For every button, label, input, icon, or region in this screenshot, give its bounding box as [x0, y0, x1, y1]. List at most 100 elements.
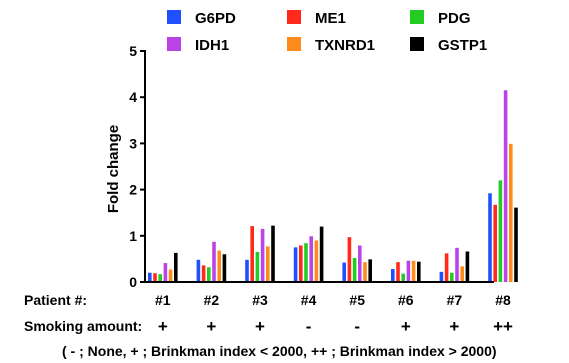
y-tick-label: 4 [129, 89, 137, 105]
bar-pdg [498, 180, 503, 282]
bar-txnrd1 [266, 246, 270, 282]
bar-txnrd1 [460, 266, 464, 282]
bar-gstp1 [222, 254, 227, 282]
x-axis: #1 #2 #3 #4 #5 #6 #7 #8 [144, 281, 511, 308]
legend-label: IDH1 [195, 37, 229, 54]
y-axis: 0 1 2 3 4 5 [129, 43, 146, 290]
bar-txnrd1 [363, 262, 367, 282]
bar-g6pd [488, 193, 492, 282]
y-axis-label: Fold change [105, 125, 122, 213]
bar-g6pd [439, 271, 444, 282]
bar-group [488, 90, 518, 283]
bar-group [439, 247, 470, 282]
bar-series-group [148, 90, 518, 283]
legend-label: ME1 [315, 10, 346, 27]
bar-pdg [450, 272, 454, 282]
bar-gstp1 [319, 226, 324, 282]
bar-txnrd1 [217, 250, 221, 282]
smoking-amount-value: + [158, 317, 168, 336]
bar-g6pd [148, 272, 152, 282]
bar-txnrd1 [509, 143, 513, 282]
smoking-amount-value: + [206, 317, 216, 336]
y-tick-label: 2 [129, 182, 137, 198]
y-tick-label: 5 [129, 43, 137, 59]
bar-g6pd [196, 259, 201, 282]
smoking-amount-value: - [306, 317, 312, 336]
bar-group [391, 260, 421, 282]
legend-swatch [287, 10, 301, 24]
bar-pdg [304, 243, 308, 282]
x-tick-label: #8 [495, 292, 511, 308]
bar-idh1 [163, 263, 168, 282]
y-tick-label: 0 [129, 274, 137, 290]
bar-g6pd [342, 262, 346, 282]
bar-pdg [255, 251, 260, 282]
bar-g6pd [391, 269, 395, 282]
legend-swatch [167, 10, 181, 24]
bar-group [293, 226, 324, 282]
bar-group [196, 241, 227, 282]
bar-me1 [299, 245, 303, 282]
legend-item: GSTP1 [410, 37, 487, 54]
smoking-amount-value: + [449, 317, 459, 336]
patient-row-label: Patient #: [24, 292, 87, 308]
bar-idh1 [503, 90, 508, 283]
x-tick-label: #3 [252, 292, 268, 308]
footnote: ( - ; None, + ; Brinkman index < 2000, +… [62, 343, 497, 359]
legend-label: TXNRD1 [315, 37, 375, 54]
bar-idh1 [309, 236, 313, 282]
bar-me1 [396, 262, 400, 282]
x-tick-label: #7 [447, 292, 463, 308]
bar-pdg [401, 273, 405, 282]
bar-gstp1 [174, 252, 178, 282]
x-tick-label: #6 [398, 292, 414, 308]
bar-pdg [158, 274, 162, 282]
bar-idh1 [455, 247, 459, 282]
legend-swatch [287, 37, 301, 51]
legend-item: TXNRD1 [287, 37, 375, 54]
smoking-amount-value: + [401, 317, 411, 336]
legend-swatch [410, 37, 424, 51]
x-tick-label: #4 [301, 292, 317, 308]
bar-txnrd1 [314, 240, 319, 282]
chart-legend: G6PD ME1 PDG IDH1 TXNRD1 GSTP1 [167, 10, 487, 54]
bar-txnrd1 [168, 269, 173, 282]
bar-idh1 [212, 241, 216, 282]
smoking-row-label: Smoking amount: [24, 318, 142, 334]
smoking-amount-row: + + + - - + + ++ [158, 317, 513, 336]
bar-idh1 [260, 228, 265, 282]
x-tick-label: #5 [349, 292, 365, 308]
bar-g6pd [293, 247, 298, 282]
bar-gstp1 [417, 261, 421, 282]
bar-me1 [153, 273, 157, 282]
bar-txnrd1 [411, 260, 416, 282]
legend-item: ME1 [287, 10, 346, 27]
legend-label: PDG [438, 10, 471, 27]
bar-me1 [493, 204, 497, 282]
bar-gstp1 [271, 225, 275, 282]
legend-label: G6PD [195, 10, 236, 27]
bar-group [342, 237, 372, 282]
bar-idh1 [358, 245, 362, 282]
bar-gstp1 [514, 207, 518, 282]
legend-swatch [410, 10, 424, 24]
smoking-amount-value: ++ [493, 317, 513, 336]
legend-item: PDG [410, 10, 471, 27]
x-tick-label: #1 [155, 292, 171, 308]
y-tick-label: 1 [129, 228, 137, 244]
bar-me1 [347, 237, 352, 282]
bar-group [245, 225, 275, 282]
legend-label: GSTP1 [438, 37, 487, 54]
bar-pdg [207, 267, 211, 282]
y-tick-label: 3 [129, 135, 137, 151]
bar-gstp1 [465, 251, 470, 282]
x-tick-label: #2 [204, 292, 220, 308]
bar-group [148, 252, 178, 282]
bar-me1 [444, 253, 449, 282]
legend-item: G6PD [167, 10, 236, 27]
bar-g6pd [245, 259, 249, 282]
bar-gstp1 [368, 259, 372, 282]
bar-me1 [250, 226, 254, 282]
smoking-amount-value: + [255, 317, 265, 336]
